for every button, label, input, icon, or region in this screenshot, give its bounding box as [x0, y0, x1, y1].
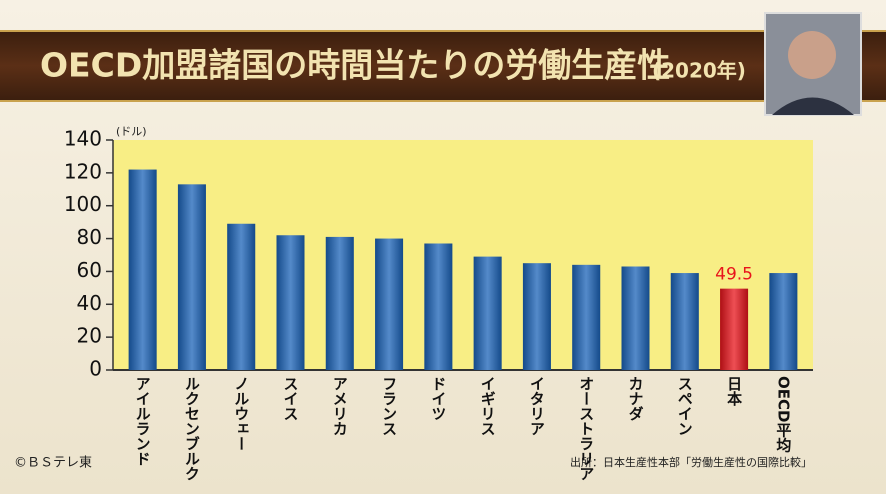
x-tick-label: フランス: [380, 376, 398, 436]
y-tick-label: 120: [64, 159, 102, 183]
plot-area: [113, 140, 813, 370]
bar-shine: [720, 288, 749, 370]
x-tick-label: ルクセンブルク: [183, 376, 201, 481]
x-tick-label: カナダ: [627, 376, 645, 421]
x-tick-label: OECD平均: [774, 376, 792, 454]
bar-shine: [325, 236, 354, 370]
bar-shine: [128, 169, 157, 370]
source: 出所：日本生産性本部「労働生産性の国際比較」: [570, 455, 812, 469]
chart-title: OECD加盟諸国の時間当たりの労働生産性: [40, 46, 670, 85]
y-tick-label: 60: [77, 258, 102, 282]
x-tick-label: イタリア: [528, 376, 546, 436]
bar-shine: [424, 243, 453, 370]
x-tick-label: 日本: [725, 376, 743, 407]
bar-shine: [177, 184, 206, 370]
x-tick-label: ノルウェー: [232, 376, 250, 451]
x-tick-label: アメリカ: [331, 376, 349, 436]
bar-shine: [572, 264, 601, 370]
y-tick-label: 100: [64, 192, 102, 216]
chart-subtitle: (2020年): [652, 59, 746, 83]
x-tick-label: スイス: [282, 376, 300, 421]
y-tick-label: 0: [89, 357, 102, 381]
bar-shine: [621, 266, 650, 370]
credit: ©ＢＳテレ東: [14, 455, 92, 471]
bar-shine: [769, 273, 798, 370]
y-axis-label: (ドル): [116, 125, 147, 138]
x-tick-label: オーストラリア: [577, 376, 595, 481]
value-label: 49.5: [715, 265, 753, 285]
x-tick-label: イギリス: [479, 376, 497, 436]
y-tick-label: 20: [77, 324, 102, 348]
bar-shine: [276, 235, 305, 370]
x-tick-label: アイルランド: [134, 376, 152, 466]
y-tick-label: 140: [64, 127, 102, 151]
title-band: [0, 30, 886, 102]
x-tick-label: ドイツ: [429, 376, 447, 421]
y-tick-label: 80: [77, 225, 102, 249]
y-tick-label: 40: [77, 291, 102, 315]
presenter-face: [788, 31, 836, 79]
bar-shine: [522, 263, 551, 370]
bar-shine: [227, 223, 256, 370]
x-tick-label: スペイン: [676, 376, 694, 436]
bar-shine: [473, 256, 502, 370]
bar-shine: [670, 273, 699, 370]
presenter-suit: [772, 97, 854, 115]
bar-shine: [375, 238, 404, 370]
